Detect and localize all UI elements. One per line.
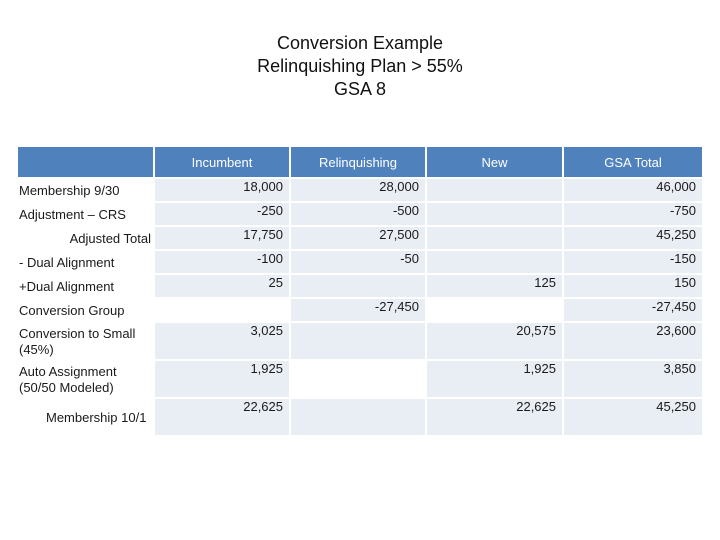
row-label: Adjusted Total [18, 227, 155, 249]
table-row: Adjusted Total 17,750 27,500 45,250 [18, 227, 702, 249]
table-row: - Dual Alignment -100 -50 -150 [18, 251, 702, 273]
cell-total: -750 [564, 203, 702, 225]
cell-total: 46,000 [564, 179, 702, 201]
row-label: Auto Assignment (50/50 Modeled) [18, 361, 155, 397]
cell-new: 20,575 [427, 323, 564, 359]
cell-incumbent: 25 [155, 275, 291, 297]
cell-relinquishing: -50 [291, 251, 427, 273]
cell-incumbent: -100 [155, 251, 291, 273]
row-label: Membership 9/30 [18, 179, 155, 201]
title-line-3: GSA 8 [333, 79, 387, 99]
row-label: +Dual Alignment [18, 275, 155, 297]
cell-incumbent: 18,000 [155, 179, 291, 201]
cell-new [427, 203, 564, 225]
cell-new [427, 179, 564, 201]
cell-relinquishing: 27,500 [291, 227, 427, 249]
table-header-row: Incumbent Relinquishing New GSA Total [18, 147, 702, 177]
cell-total: -27,450 [564, 299, 702, 321]
header-blank [18, 147, 155, 177]
cell-relinquishing: -500 [291, 203, 427, 225]
cell-relinquishing [291, 275, 427, 297]
header-gsa-total: GSA Total [564, 147, 702, 177]
header-relinquishing: Relinquishing [291, 147, 427, 177]
header-incumbent: Incumbent [155, 147, 291, 177]
cell-incumbent: 17,750 [155, 227, 291, 249]
cell-new: 1,925 [427, 361, 564, 397]
cell-new [427, 251, 564, 273]
table-row: Adjustment – CRS -250 -500 -750 [18, 203, 702, 225]
cell-relinquishing [291, 361, 427, 397]
row-label: Membership 10/1 [18, 399, 155, 435]
table-row: Membership 9/30 18,000 28,000 46,000 [18, 179, 702, 201]
cell-total: 45,250 [564, 227, 702, 249]
row-label: Conversion to Small (45%) [18, 323, 155, 359]
cell-incumbent: 1,925 [155, 361, 291, 397]
row-label: - Dual Alignment [18, 251, 155, 273]
table-row: Conversion Group -27,450 -27,450 [18, 299, 702, 321]
table-row: Membership 10/1 22,625 22,625 45,250 [18, 399, 702, 435]
table-row: Conversion to Small (45%) 3,025 20,575 2… [18, 323, 702, 359]
cell-new: 22,625 [427, 399, 564, 435]
cell-relinquishing: 28,000 [291, 179, 427, 201]
cell-total: 23,600 [564, 323, 702, 359]
cell-new [427, 227, 564, 249]
title-line-1: Conversion Example [276, 33, 444, 53]
cell-relinquishing [291, 399, 427, 435]
cell-total: 45,250 [564, 399, 702, 435]
cell-total: 150 [564, 275, 702, 297]
row-label: Adjustment – CRS [18, 203, 155, 225]
slide-title: Conversion Example Relinquishing Plan > … [0, 32, 720, 101]
cell-total: 3,850 [564, 361, 702, 397]
cell-incumbent: -250 [155, 203, 291, 225]
cell-relinquishing: -27,450 [291, 299, 427, 321]
cell-new [427, 299, 564, 321]
table-row: +Dual Alignment 25 125 150 [18, 275, 702, 297]
title-line-2: Relinquishing Plan > 55% [257, 56, 463, 76]
cell-incumbent: 3,025 [155, 323, 291, 359]
cell-incumbent: 22,625 [155, 399, 291, 435]
conversion-table: Incumbent Relinquishing New GSA Total Me… [18, 145, 702, 437]
table-row: Auto Assignment (50/50 Modeled) 1,925 1,… [18, 361, 702, 397]
cell-total: -150 [564, 251, 702, 273]
row-label: Conversion Group [18, 299, 155, 321]
header-new: New [427, 147, 564, 177]
cell-incumbent [155, 299, 291, 321]
cell-new: 125 [427, 275, 564, 297]
cell-relinquishing [291, 323, 427, 359]
